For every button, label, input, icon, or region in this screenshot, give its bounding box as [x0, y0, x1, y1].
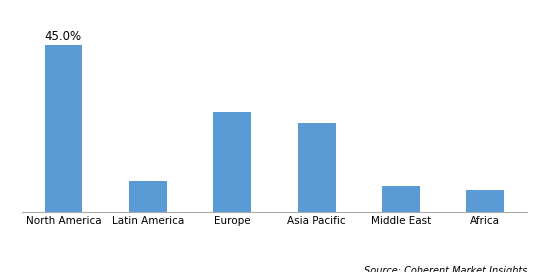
Bar	[129, 181, 167, 212]
Text: Source: Coherent Market Insights: Source: Coherent Market Insights	[364, 266, 527, 272]
Text: 45.0%: 45.0%	[45, 30, 82, 43]
Bar	[213, 112, 251, 212]
Bar	[298, 123, 336, 212]
Bar	[382, 186, 420, 212]
Bar	[466, 190, 504, 212]
Bar	[45, 45, 82, 212]
